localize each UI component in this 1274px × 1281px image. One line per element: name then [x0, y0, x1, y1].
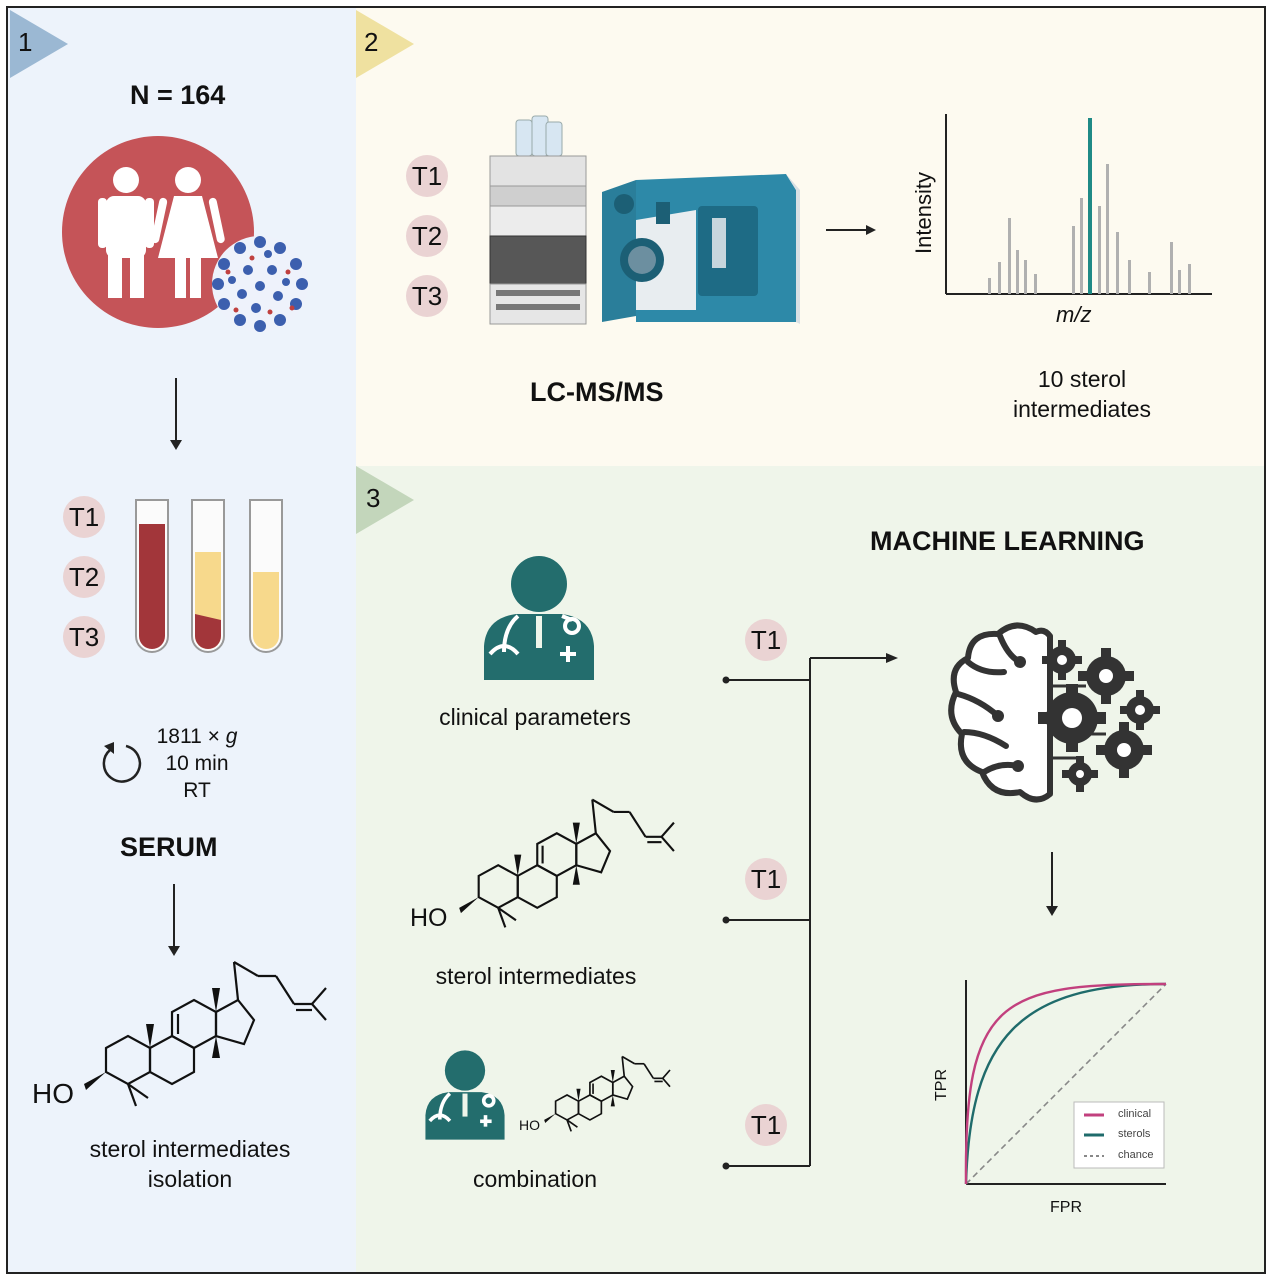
spectrum-peak — [1128, 260, 1131, 294]
spectrum-peak — [1188, 264, 1191, 294]
spectrum-peak — [1098, 206, 1101, 294]
legend-chance-label: chance — [1118, 1149, 1154, 1161]
machine-learning-title: MACHINE LEARNING — [870, 526, 1145, 556]
spectrum-peak — [1116, 232, 1119, 294]
sterol-isolation-caption-1: sterol intermediates — [89, 1136, 291, 1162]
spectrum-x-label: m/z — [1056, 302, 1092, 327]
spectrum-highlight-peak — [1088, 118, 1092, 294]
panel-2-marker — [356, 10, 414, 78]
centrifuge-temperature: RT — [183, 779, 211, 802]
roc-x-label: FPR — [1050, 1199, 1082, 1216]
sterol-structure-1 — [84, 961, 327, 1107]
doctor-icon — [484, 556, 594, 680]
spectrum-y-label: Intensity — [911, 172, 936, 254]
figure-frame — [6, 6, 1266, 1274]
mass-spectrum-chart — [945, 114, 1212, 295]
lcms-timepoint-t2-badge: T2 — [406, 215, 448, 257]
spectrum-peak — [1072, 226, 1075, 294]
centrifuge-speed-value: 1811 × — [156, 725, 226, 748]
arrow-right-lcms — [826, 225, 876, 235]
spectrum-peak — [1080, 198, 1083, 294]
sterol-structure-2 — [459, 798, 675, 928]
sterol-count-caption-2: intermediates — [1012, 396, 1152, 422]
lcms-instrument-icon — [489, 115, 800, 325]
sterol-isolation-caption-2: isolation — [147, 1166, 233, 1192]
input-connector-lines — [722, 653, 898, 1170]
spectrum-peak — [1106, 164, 1109, 294]
roc-clinical-curve — [964, 982, 1167, 1185]
sterol-ho-label-2: HO — [410, 904, 448, 932]
timepoint-t3-badge: T3 — [63, 616, 105, 658]
spectrum-peak — [1170, 242, 1173, 294]
spectrum-peak — [1016, 250, 1019, 294]
roc-curve-chart — [964, 980, 1167, 1185]
roc-legend-box — [1073, 1101, 1165, 1169]
panel-3-marker — [356, 466, 414, 534]
roc-sterols-curve — [964, 982, 1167, 1185]
cohort-size-label: N = 164 — [130, 80, 226, 110]
patients-virus-icon — [62, 136, 308, 332]
lcms-timepoint-t1-badge: T1 — [406, 155, 448, 197]
sterol-ho-label-3: HO — [519, 1117, 540, 1133]
spectrum-peak — [1034, 274, 1037, 294]
sterol-ho-label-1: HO — [32, 1078, 74, 1109]
rotate-icon — [102, 742, 142, 783]
roc-chance-line — [965, 983, 1167, 1185]
panel-1-number: 1 — [18, 27, 33, 57]
arrow-down-1 — [170, 378, 182, 450]
centrifuge-speed: 1811 × g — [150, 725, 244, 749]
combination-label: combination — [472, 1166, 598, 1192]
spectrum-peak — [988, 278, 991, 294]
sterol-intermediates-label: sterol intermediates — [435, 963, 637, 989]
ml-timepoint-combination-badge: T1 — [745, 1104, 787, 1146]
timepoint-t2-badge: T2 — [63, 556, 105, 598]
spectrum-peak — [1008, 218, 1011, 294]
ml-timepoint-sterols-badge: T1 — [745, 858, 787, 900]
brain-gears-icon — [948, 622, 1160, 803]
lcms-label: LC-MS/MS — [530, 377, 664, 407]
arrow-down-2 — [168, 884, 180, 956]
ml-timepoint-clinical-badge: T1 — [745, 619, 787, 661]
spectrum-peak — [1024, 260, 1027, 294]
lcms-timepoint-t3-badge: T3 — [406, 275, 448, 317]
arrow-down-ml — [1046, 852, 1058, 916]
panel-2-number: 2 — [364, 27, 379, 57]
timepoint-t1-badge: T1 — [63, 496, 105, 538]
serum-label: SERUM — [120, 832, 218, 862]
spectrum-peak — [998, 262, 1001, 294]
panel-3-number: 3 — [366, 483, 381, 513]
panel-1-marker — [10, 10, 68, 78]
centrifuge-speed-unit: g — [225, 725, 238, 748]
legend-sterols-label: sterols — [1118, 1128, 1151, 1140]
sterol-structure-3 — [544, 1055, 671, 1132]
sterol-count-caption-1: 10 sterol — [1037, 366, 1127, 392]
clinical-parameters-label: clinical parameters — [439, 704, 631, 730]
legend-clinical-label: clinical — [1118, 1108, 1152, 1120]
spectrum-peak — [1178, 270, 1181, 294]
centrifuge-time: 10 min — [165, 752, 229, 775]
blood-tubes-icon — [135, 499, 283, 653]
doctor-icon-small — [425, 1050, 505, 1140]
spectrum-peak — [1148, 272, 1151, 294]
roc-y-label: TPR — [933, 1069, 950, 1101]
